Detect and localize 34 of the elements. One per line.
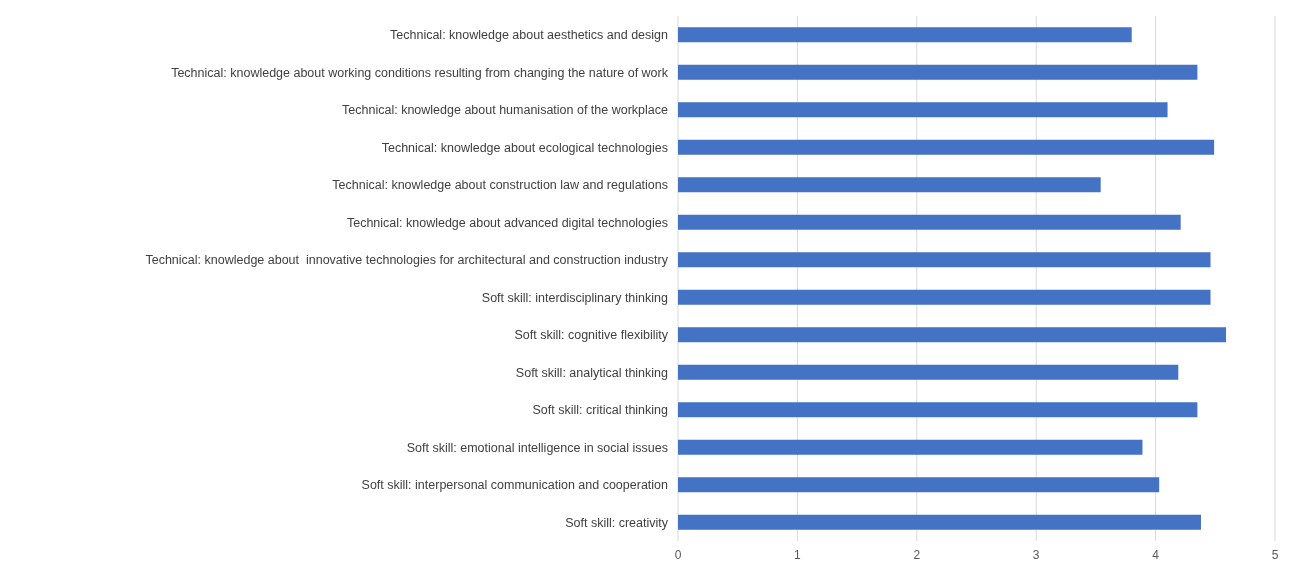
bar: [678, 289, 1211, 305]
bar: [678, 27, 1132, 43]
x-tick-label: 2: [913, 548, 921, 562]
y-tick-label: Technical: knowledge about ecological technologies: [381, 140, 668, 155]
y-tick-label: Soft skill: cognitive flexibility: [514, 328, 669, 343]
x-tick-label: 0: [674, 548, 682, 562]
y-tick-label: Technical: knowledge about humanisation of the workplace: [342, 103, 669, 118]
bar: [678, 364, 1179, 380]
bar: [678, 514, 1201, 530]
x-tick-label: 1: [794, 548, 802, 562]
x-tick-label: 4: [1152, 548, 1160, 562]
y-tick-label: Technical: knowledge about innovative technologies for architectural and construction industry: [145, 253, 669, 268]
y-tick-label: Soft skill: emotional intelligence in social issues: [406, 440, 668, 455]
bar: [678, 327, 1227, 343]
y-tick-label: Technical: knowledge about advanced digital technologies: [346, 215, 668, 230]
bar: [678, 252, 1211, 268]
x-tick-label: 5: [1271, 548, 1279, 562]
x-tick-label: 3: [1032, 548, 1040, 562]
y-tick-label: Technical: knowledge about working conditions resulting from changing the nature of work: [171, 65, 669, 80]
y-tick-label: Soft skill: critical thinking: [532, 403, 669, 418]
bar: [678, 402, 1198, 418]
bar: [678, 102, 1168, 118]
y-tick-label: Technical: knowledge about construction law and regulations: [332, 178, 668, 193]
bar: [678, 439, 1143, 455]
y-tick-label: Soft skill: interpersonal communication and cooperation: [361, 478, 669, 493]
bar: [678, 64, 1198, 80]
y-tick-label: Technical: knowledge about aesthetics and design: [390, 28, 669, 43]
bar: [678, 177, 1101, 193]
y-tick-label: Soft skill: analytical thinking: [515, 365, 669, 380]
bar: [678, 139, 1215, 155]
y-tick-label: Soft skill: interdisciplinary thinking: [481, 290, 669, 305]
bar: [678, 477, 1160, 493]
bar: [678, 214, 1181, 230]
y-tick-label: Soft skill: creativity: [565, 515, 669, 530]
